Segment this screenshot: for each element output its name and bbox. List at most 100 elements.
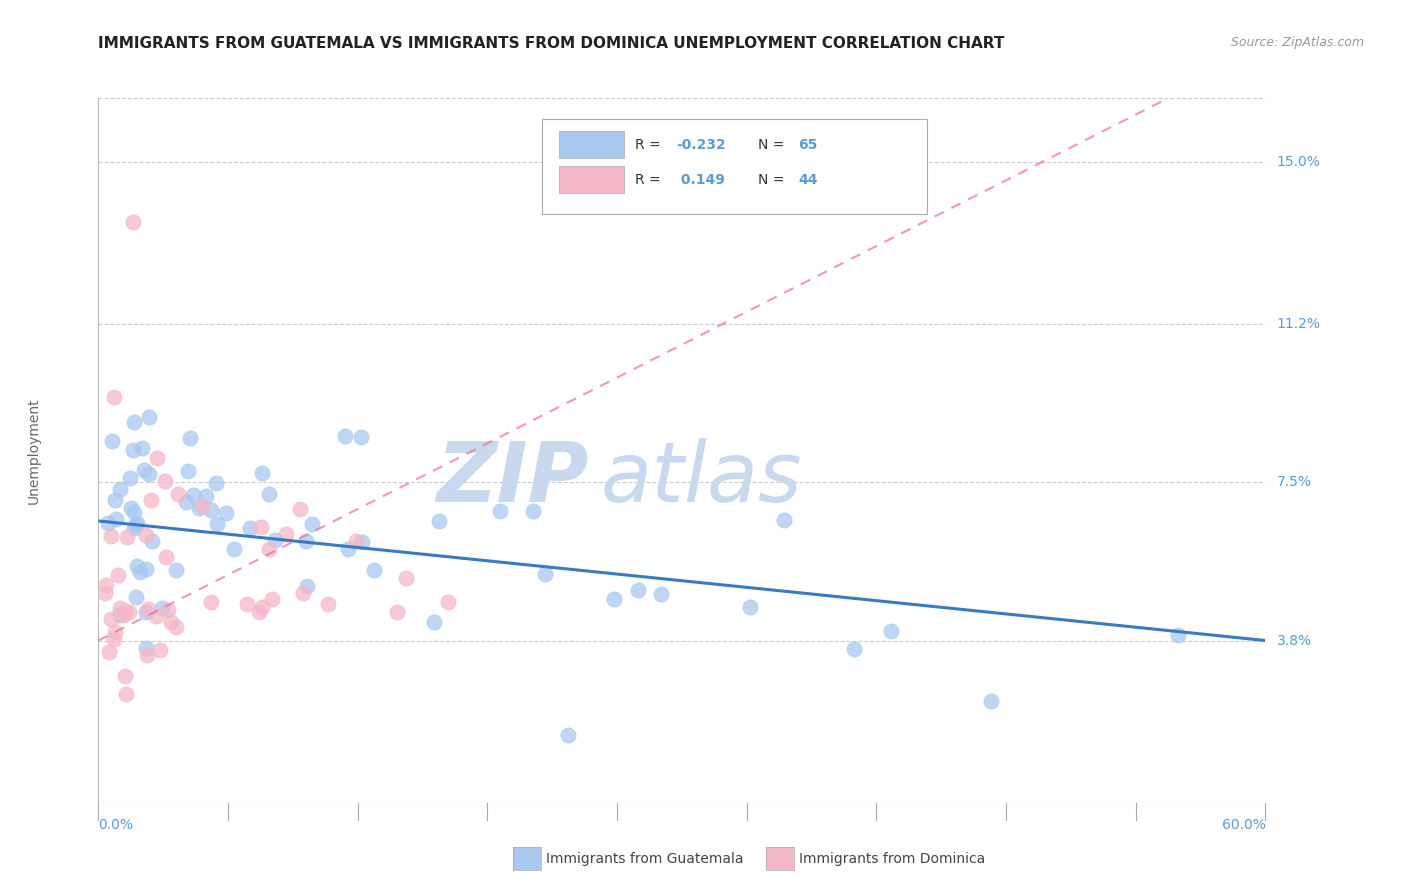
Point [165, 563, 187, 577]
Text: Immigrants from Dominica: Immigrants from Dominica [799, 852, 984, 866]
Point [160, 615, 183, 630]
Point [100, 529, 122, 543]
Point [842, 641, 865, 656]
Point [200, 594, 222, 608]
Point [94, 578, 117, 592]
Text: 11.2%: 11.2% [1277, 318, 1320, 332]
Text: R =: R = [636, 137, 665, 152]
Point [120, 501, 142, 516]
Point [534, 566, 557, 581]
Point [205, 476, 228, 491]
Point [222, 542, 245, 557]
Point [236, 597, 259, 611]
Point [128, 565, 150, 579]
Point [118, 605, 141, 619]
Point [740, 599, 762, 614]
Point [650, 587, 672, 601]
Point [247, 605, 270, 619]
Point [103, 390, 125, 404]
Point [134, 463, 156, 477]
Point [773, 513, 796, 527]
Point [344, 534, 367, 549]
Point [423, 615, 446, 629]
Point [257, 541, 280, 556]
Text: -0.232: -0.232 [676, 137, 725, 152]
Point [97, 516, 120, 531]
Point [350, 534, 373, 549]
Point [489, 504, 512, 518]
Point [136, 648, 159, 663]
Point [120, 471, 142, 485]
Point [333, 429, 356, 443]
Point [436, 595, 458, 609]
Point [603, 592, 626, 607]
Point [166, 487, 188, 501]
Point [101, 434, 124, 449]
Point [395, 570, 418, 584]
Point [215, 506, 238, 520]
Point [150, 601, 173, 615]
Text: R =: R = [636, 173, 665, 186]
Point [114, 669, 136, 683]
Point [138, 410, 160, 425]
Point [125, 518, 148, 533]
Point [141, 533, 163, 548]
Point [177, 464, 200, 478]
Point [288, 501, 311, 516]
Point [427, 514, 450, 528]
Text: Immigrants from Guatemala: Immigrants from Guatemala [546, 852, 742, 866]
Point [274, 527, 297, 541]
Point [104, 492, 127, 507]
Point [627, 583, 650, 598]
Point [301, 517, 323, 532]
Point [122, 215, 145, 229]
Point [200, 503, 222, 517]
Point [155, 474, 177, 488]
Point [263, 533, 285, 548]
Point [363, 563, 385, 577]
FancyBboxPatch shape [560, 167, 623, 194]
Point [295, 533, 318, 548]
Point [122, 443, 145, 458]
Point [108, 607, 131, 622]
Point [135, 641, 157, 656]
Text: Source: ZipAtlas.com: Source: ZipAtlas.com [1230, 36, 1364, 49]
Point [100, 612, 122, 626]
Point [103, 632, 125, 646]
Text: 7.5%: 7.5% [1277, 475, 1312, 490]
Point [252, 467, 274, 481]
Point [336, 542, 359, 557]
Point [107, 567, 129, 582]
Point [136, 601, 159, 615]
Point [104, 625, 127, 640]
Point [880, 624, 903, 638]
Point [262, 592, 284, 607]
Point [257, 487, 280, 501]
Text: 60.0%: 60.0% [1222, 818, 1265, 832]
Point [114, 604, 136, 618]
Point [122, 505, 145, 519]
Point [181, 488, 204, 502]
Point [135, 562, 157, 576]
Point [139, 493, 162, 508]
Text: IMMIGRANTS FROM GUATEMALA VS IMMIGRANTS FROM DOMINICA UNEMPLOYMENT CORRELATION C: IMMIGRANTS FROM GUATEMALA VS IMMIGRANTS … [98, 36, 1005, 51]
Point [1167, 628, 1189, 642]
Point [157, 603, 180, 617]
Point [188, 501, 211, 516]
Point [115, 530, 138, 544]
Text: 0.149: 0.149 [676, 173, 725, 186]
Text: N =: N = [758, 137, 789, 152]
Point [138, 467, 160, 481]
Point [297, 579, 319, 593]
Text: 15.0%: 15.0% [1277, 155, 1320, 169]
Point [291, 586, 314, 600]
Text: 0.0%: 0.0% [98, 818, 134, 832]
Point [165, 619, 187, 633]
Point [250, 600, 273, 615]
Point [146, 451, 169, 466]
Text: Unemployment: Unemployment [27, 397, 41, 504]
Point [174, 495, 197, 509]
Point [190, 499, 212, 513]
Point [122, 415, 145, 429]
Point [115, 687, 138, 701]
